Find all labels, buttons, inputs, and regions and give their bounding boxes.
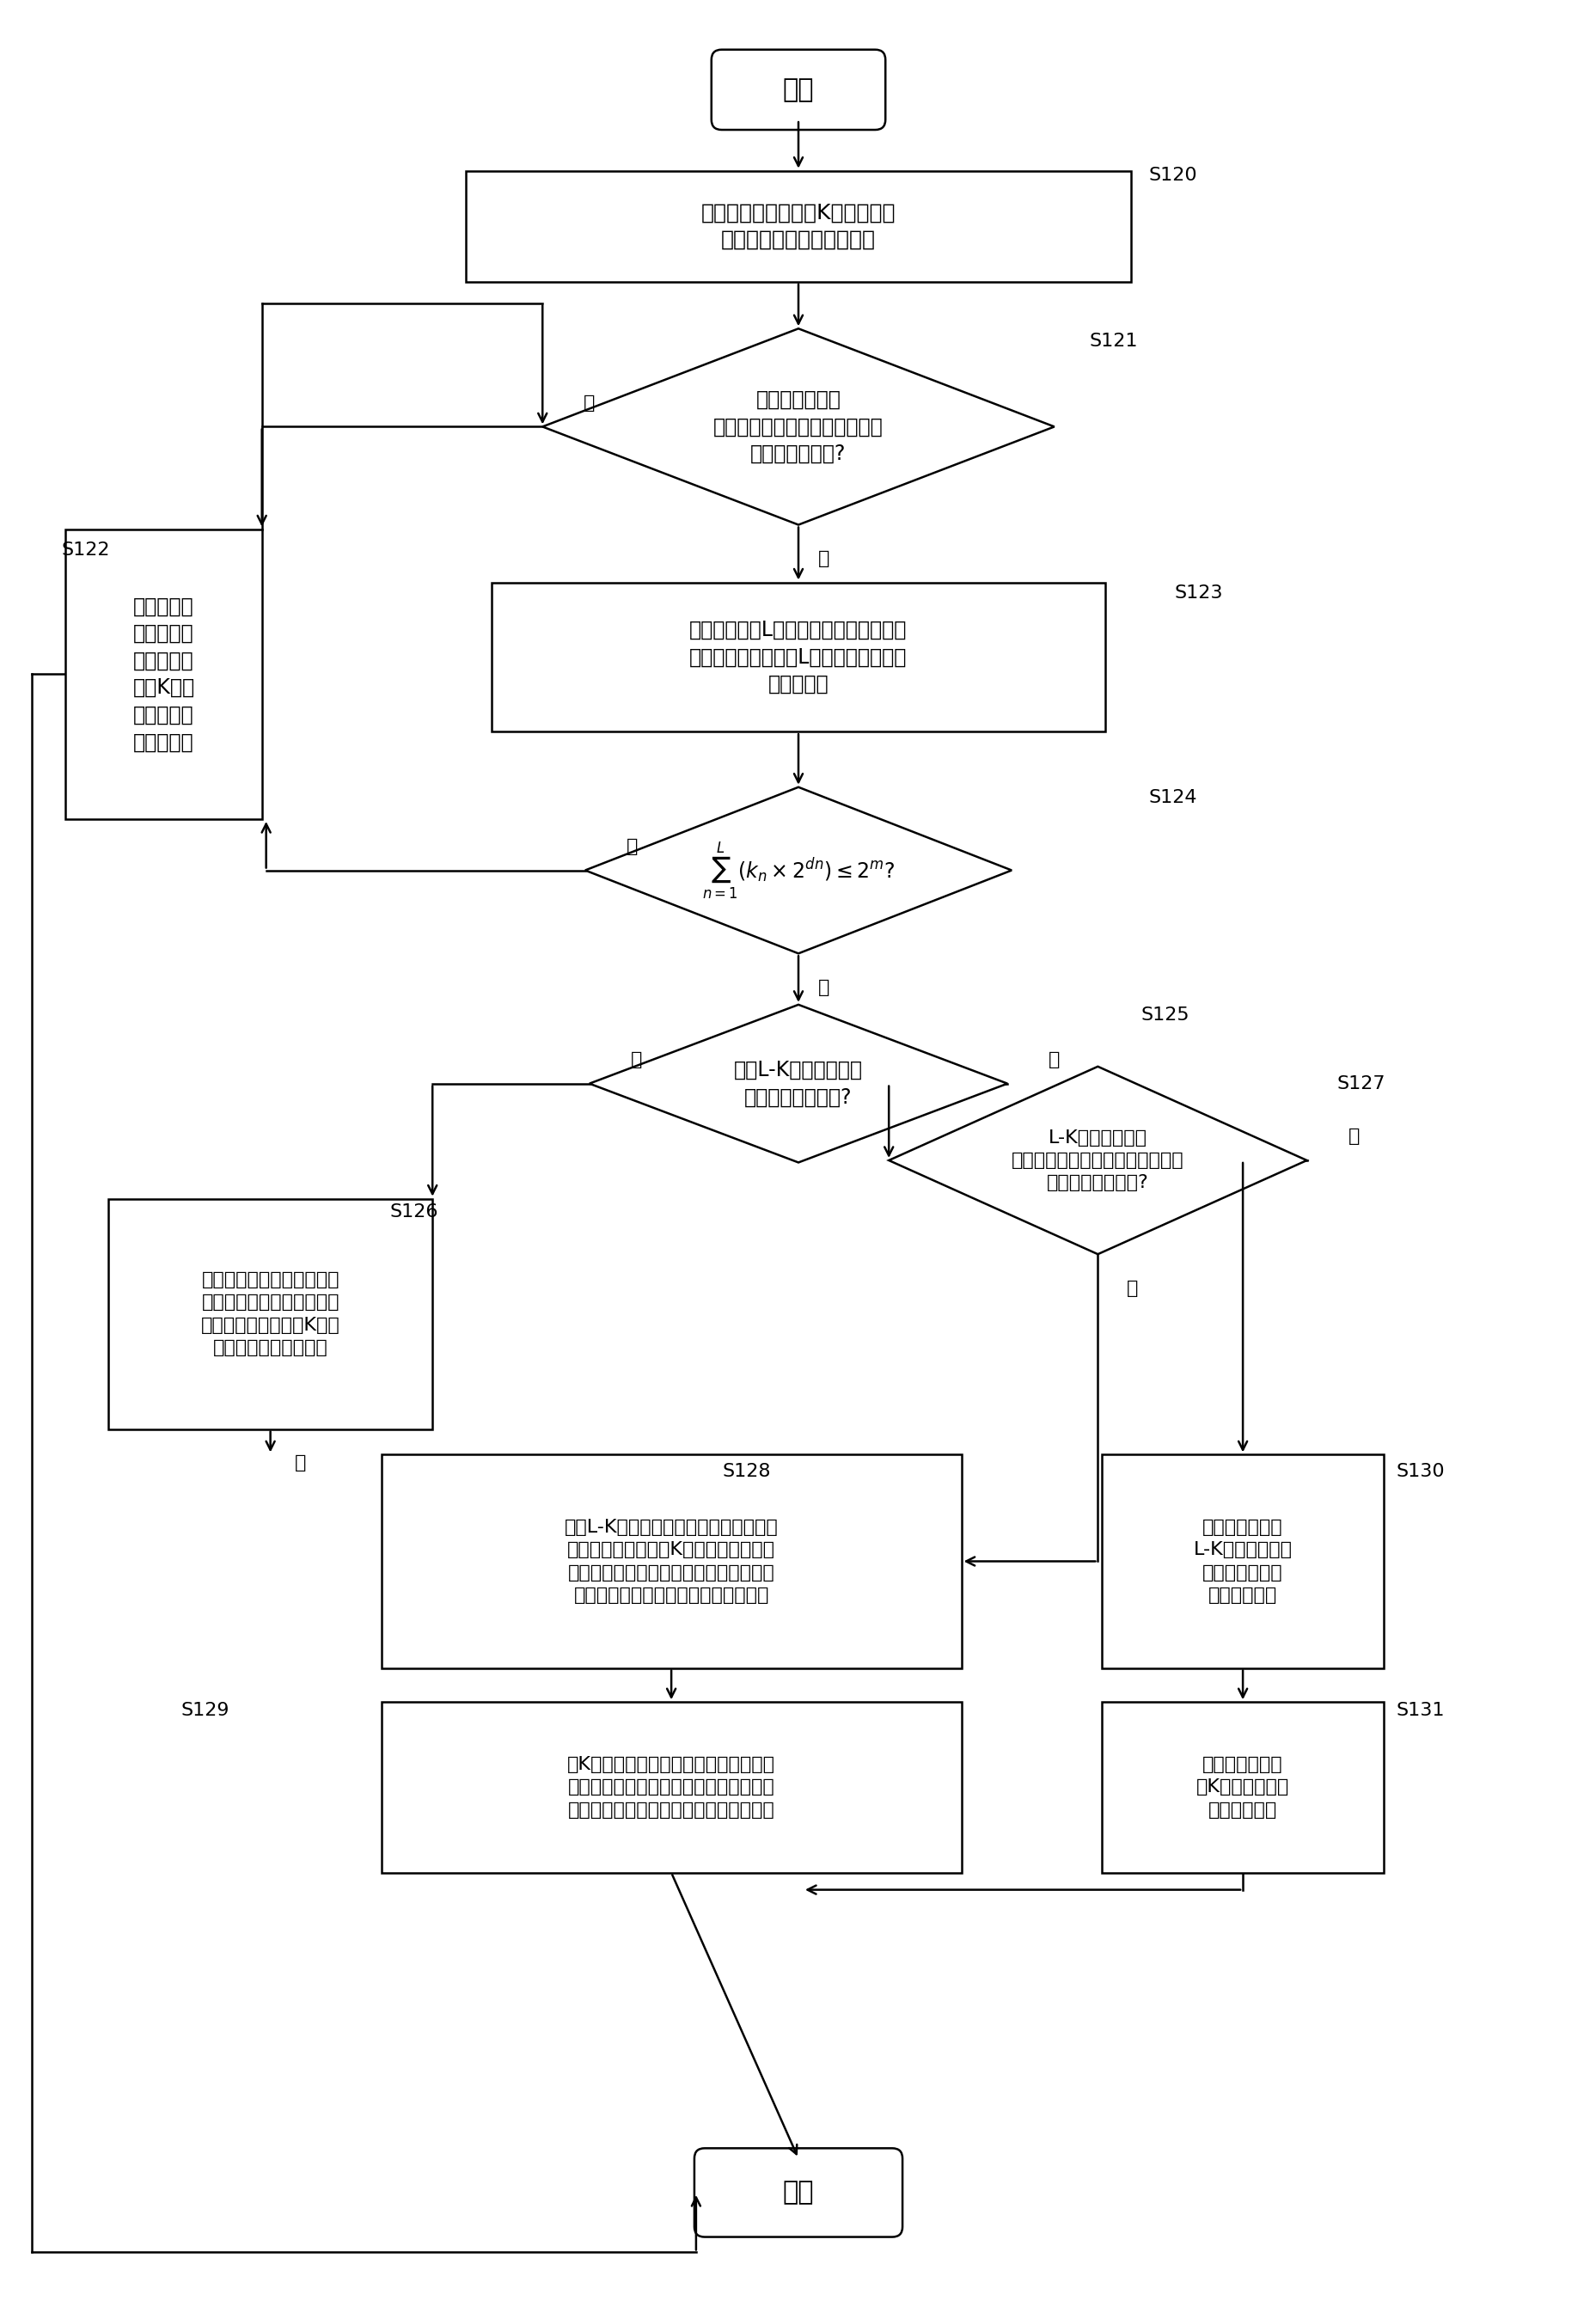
Bar xyxy=(492,582,1104,733)
Text: 根据所述调
整指令调整
该指令所指
示的K路声
音信号的音
量调整系数: 根据所述调 整指令调整 该指令所指 示的K路声 音信号的音 量调整系数 xyxy=(132,596,195,751)
Text: 至少根据所述L路声音信号中每一路的音
量调整系数计算所述L路声音信号的混音
信号的音量: 至少根据所述L路声音信号中每一路的音 量调整系数计算所述L路声音信号的混音 信号… xyxy=(689,619,907,693)
Text: S127: S127 xyxy=(1336,1076,1384,1092)
Polygon shape xyxy=(584,786,1012,953)
Text: S122: S122 xyxy=(61,543,110,559)
Bar xyxy=(65,529,262,819)
Bar xyxy=(466,172,1130,281)
Text: S128: S128 xyxy=(721,1463,771,1480)
Text: S121: S121 xyxy=(1088,334,1138,350)
Polygon shape xyxy=(589,1004,1007,1162)
Text: 是: 是 xyxy=(626,837,637,856)
Text: 否: 否 xyxy=(1049,1051,1060,1069)
Polygon shape xyxy=(889,1067,1306,1255)
Text: S120: S120 xyxy=(1149,167,1197,183)
Text: 是: 是 xyxy=(817,550,830,568)
Text: S124: S124 xyxy=(1149,788,1197,807)
Text: 是: 是 xyxy=(1125,1280,1136,1296)
Text: 根据所述指令调
整K路声音信号的
音量调整系数: 根据所述指令调 整K路声音信号的 音量调整系数 xyxy=(1195,1755,1288,1818)
FancyBboxPatch shape xyxy=(712,49,884,130)
Text: $\sum_{n=1}^{L}(k_n\times2^{dn})\leq2^m$?: $\sum_{n=1}^{L}(k_n\times2^{dn})\leq2^m$… xyxy=(702,839,894,900)
Text: 开始: 开始 xyxy=(782,77,814,102)
Text: 将K路声音信号中音量调整系数被降低的
声音信号中一路或多路的音量调整系数分
别调整至低于该指令指示的音量调整系数: 将K路声音信号中音量调整系数被降低的 声音信号中一路或多路的音量调整系数分 别调… xyxy=(567,1755,776,1818)
Text: S125: S125 xyxy=(1140,1006,1189,1025)
Bar xyxy=(1101,1702,1382,1874)
Text: 否: 否 xyxy=(584,394,595,410)
Text: 是: 是 xyxy=(294,1454,306,1473)
Text: S130: S130 xyxy=(1395,1463,1444,1480)
Text: S129: S129 xyxy=(180,1702,230,1718)
Polygon shape xyxy=(543,329,1053,524)
Text: S131: S131 xyxy=(1395,1702,1444,1718)
Text: 结束: 结束 xyxy=(782,2180,814,2205)
Text: S126: S126 xyxy=(389,1204,439,1220)
Text: 以相同比例按照所述指令所
指示的提高或降低音量调整
系数的幅度调整所述K路声
音信号的音量调整系数: 以相同比例按照所述指令所 指示的提高或降低音量调整 系数的幅度调整所述K路声 音… xyxy=(201,1271,340,1357)
Text: 以随机比例降低
L-K路声音信号中
的一路或多路的
音量调整系数: 以随机比例降低 L-K路声音信号中 的一路或多路的 音量调整系数 xyxy=(1192,1519,1291,1605)
Text: S123: S123 xyxy=(1175,584,1223,601)
Text: 否: 否 xyxy=(1347,1127,1358,1146)
Bar xyxy=(381,1702,961,1874)
Text: 保持L-K路声音信号的
音量调整系数不变?: 保持L-K路声音信号的 音量调整系数不变? xyxy=(734,1060,862,1108)
Bar xyxy=(109,1199,433,1429)
Bar xyxy=(1101,1454,1382,1667)
Bar xyxy=(381,1454,961,1667)
Text: L-K路声音信号的
音量调整系数均为零时混音信号的
音量超过预定阈值?: L-K路声音信号的 音量调整系数均为零时混音信号的 音量超过预定阈值? xyxy=(1012,1129,1183,1192)
Text: 所述调整指令中
包括增大任一路声音信号的音量
调整系数的指示?: 所述调整指令中 包括增大任一路声音信号的音量 调整系数的指示? xyxy=(713,390,883,464)
FancyBboxPatch shape xyxy=(694,2147,902,2238)
Text: 降低L-K路声音信号中一路或多路的音量
调整系数，相应地将K路声音信号中音量
调整系数被增大的声音信号中的一路或多
路的音量调整系数分别调整至最大系数: 降低L-K路声音信号中一路或多路的音量 调整系数，相应地将K路声音信号中音量 调… xyxy=(563,1519,777,1605)
Text: 否: 否 xyxy=(817,979,830,997)
Text: 接收来自用户的调整K路声音信号
的音量调整系数的调整指令: 接收来自用户的调整K路声音信号 的音量调整系数的调整指令 xyxy=(701,202,895,250)
Text: 是: 是 xyxy=(630,1051,642,1069)
